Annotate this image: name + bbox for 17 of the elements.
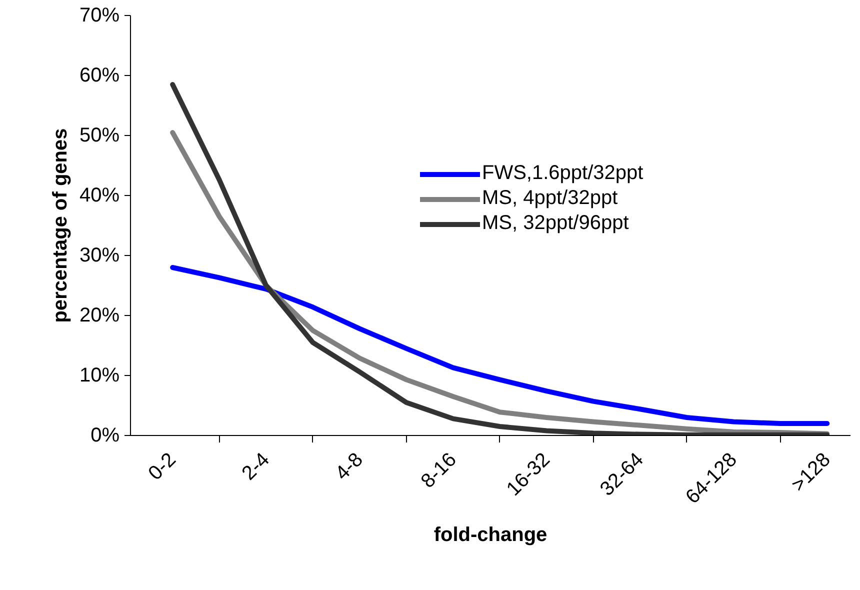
legend-label: MS, 32ppt/96ppt [482,212,629,235]
y-tick-label: 40% [79,184,120,206]
legend-label: MS, 4ppt/32ppt [482,187,618,210]
x-tick-label: 8-16 [417,448,461,493]
y-tick-label: 70% [79,4,120,26]
y-tick-label: 60% [79,64,120,86]
x-tick-label: 4-8 [331,448,368,485]
y-tick-label: 20% [79,304,120,326]
x-axis-title: fold-change [434,524,548,546]
y-tick-label: 0% [90,424,120,446]
y-tick-label: 50% [79,124,120,146]
y-tick-label: 10% [79,364,120,386]
x-tick-label: 0-2 [144,448,180,485]
y-axis-title: percentage of genes [49,128,72,323]
x-tick-label: 2-4 [238,448,274,485]
legend-label: FWS,1.6ppt/32ppt [482,162,644,185]
y-tick-label: 30% [79,244,120,266]
